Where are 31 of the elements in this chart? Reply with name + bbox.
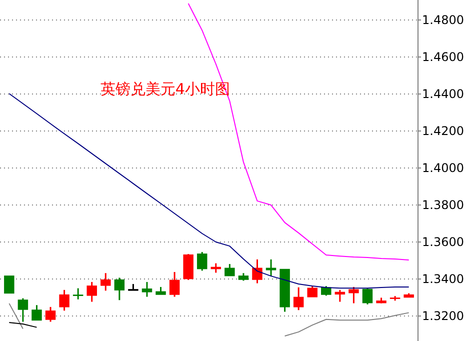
candlestick <box>266 258 276 277</box>
candlestick <box>114 276 125 301</box>
candlestick <box>100 272 111 292</box>
candlestick <box>252 258 262 284</box>
candlestick <box>86 281 97 303</box>
y-tick-label: 1.3200 <box>422 309 464 324</box>
y-tick-label: 1.4800 <box>422 13 464 28</box>
y-tick-label: 1.3600 <box>422 235 464 250</box>
candlestick <box>362 288 373 306</box>
candlestick <box>348 286 359 304</box>
y-tick-label: 1.3400 <box>422 272 464 286</box>
candlestick <box>72 288 84 300</box>
candlestick <box>183 253 194 281</box>
candlestick <box>32 304 42 321</box>
y-tick-label: 1.4400 <box>422 87 464 102</box>
candlestick <box>4 276 14 294</box>
candlestick <box>169 271 180 298</box>
y-tick-label: 1.4600 <box>422 50 464 64</box>
candlestick <box>293 286 304 311</box>
candlestick <box>334 289 346 303</box>
candlestick <box>59 289 70 312</box>
candlestick <box>307 285 318 298</box>
y-tick-label: 1.3800 <box>422 198 464 212</box>
candlestick <box>142 281 152 298</box>
candlestick <box>321 285 332 296</box>
candlestick <box>18 298 28 323</box>
y-tick-label: 1.4000 <box>422 161 464 176</box>
y-tick-label: 1.4200 <box>422 124 464 138</box>
candlestick <box>196 251 208 272</box>
candlestick <box>224 263 235 276</box>
candlestick <box>45 306 56 323</box>
